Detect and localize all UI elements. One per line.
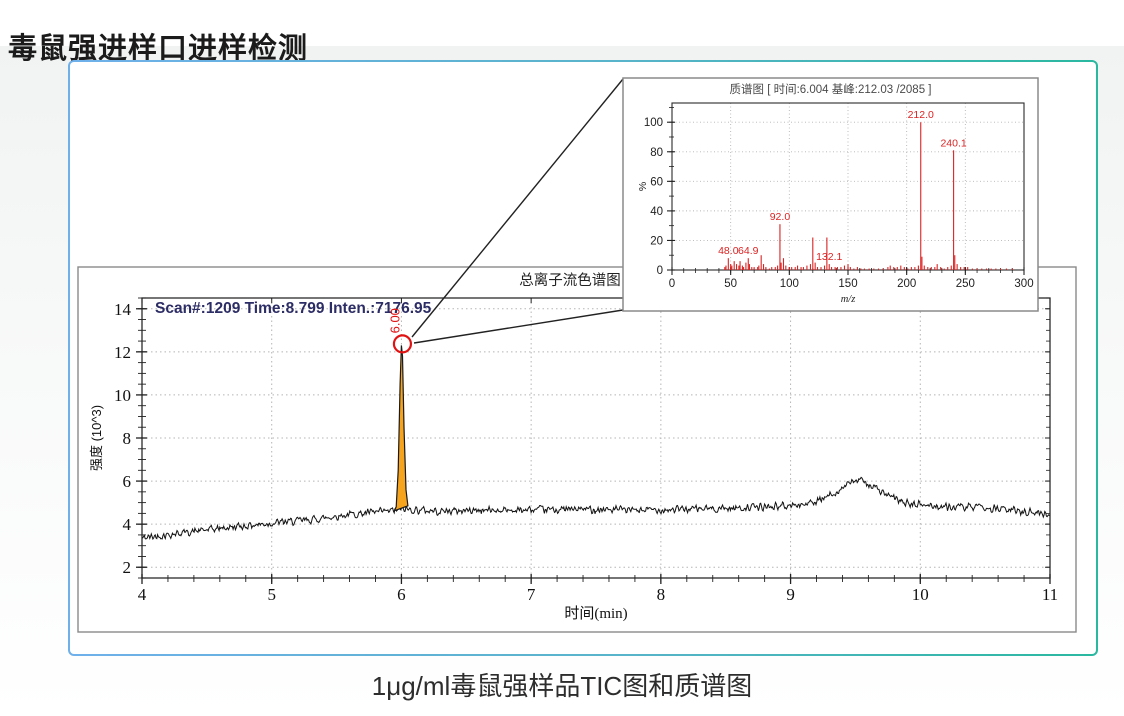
tic-ytick-label: 14 bbox=[114, 300, 132, 319]
ms-xaxis-label: m/z bbox=[841, 294, 856, 305]
ms-ytick-label: 80 bbox=[650, 147, 663, 159]
peak-time-label: 6.00 bbox=[387, 308, 402, 333]
ms-xtick-label: 0 bbox=[669, 278, 675, 290]
scan-info: Scan#:1209 Time:8.799 Inten.:7176.95 bbox=[155, 300, 432, 317]
tic-xtick-label: 9 bbox=[786, 585, 795, 604]
ms-ytick-label: 0 bbox=[657, 265, 663, 277]
ms-xtick-label: 300 bbox=[1014, 278, 1033, 290]
ms-peak-label: 240.1 bbox=[940, 137, 966, 149]
tic-xtick-label: 7 bbox=[527, 585, 536, 604]
tic-ytick-label: 12 bbox=[114, 343, 131, 362]
ms-xtick-label: 100 bbox=[780, 278, 799, 290]
tic-xaxis-label: 时间(min) bbox=[564, 605, 627, 622]
tic-peak-highlight bbox=[393, 345, 409, 512]
ms-title: 质谱图 [ 时间:6.004 基峰:212.03 /2085 ] bbox=[730, 82, 932, 96]
figure-caption: 1μg/ml毒鼠强样品TIC图和质谱图 bbox=[371, 671, 753, 701]
tic-trace bbox=[141, 476, 1050, 541]
ms-ytick-label: 40 bbox=[650, 206, 663, 218]
ms-xtick-label: 50 bbox=[724, 278, 737, 290]
peak-marker-circle bbox=[392, 334, 413, 354]
ms-ytick-label: 20 bbox=[650, 235, 663, 247]
ms-yaxis-label: % bbox=[637, 182, 649, 191]
tic-ytick-label: 4 bbox=[123, 515, 132, 534]
callout-line-top bbox=[411, 78, 624, 338]
tic-xtick-label: 8 bbox=[657, 585, 666, 604]
callout-line-bottom bbox=[413, 309, 624, 344]
ms-xtick-label: 200 bbox=[897, 278, 916, 290]
ms-xtick-label: 150 bbox=[838, 278, 857, 290]
tic-ytick-label: 6 bbox=[123, 472, 132, 491]
tic-xtick-label: 10 bbox=[912, 585, 929, 604]
ms-ytick-label: 100 bbox=[644, 117, 663, 129]
ms-peak-label: 212.0 bbox=[908, 109, 934, 121]
ms-inset-frame bbox=[622, 77, 1039, 312]
ms-ytick-label: 60 bbox=[650, 176, 663, 188]
tic-xtick-label: 11 bbox=[1042, 585, 1058, 604]
ms-peak-label: 132.1 bbox=[816, 251, 842, 263]
ms-peak-label: 92.0 bbox=[770, 211, 791, 223]
ms-xtick-label: 250 bbox=[956, 278, 975, 290]
tic-ytick-label: 2 bbox=[123, 558, 132, 577]
ms-peak-label: 64.9 bbox=[738, 245, 759, 257]
tic-ytick-label: 10 bbox=[114, 386, 131, 405]
tic-xtick-label: 5 bbox=[267, 585, 276, 604]
ms-peak-label: 48.0 bbox=[718, 245, 739, 257]
tic-outer-frame bbox=[77, 266, 1077, 633]
tic-xtick-label: 6 bbox=[397, 585, 406, 604]
tic-title: 总离子流色谱图 bbox=[519, 272, 621, 289]
tic-yaxis-label: 强度 (10^3) bbox=[89, 405, 104, 471]
tic-xtick-label: 4 bbox=[138, 585, 147, 604]
tic-ytick-label: 8 bbox=[123, 429, 132, 448]
